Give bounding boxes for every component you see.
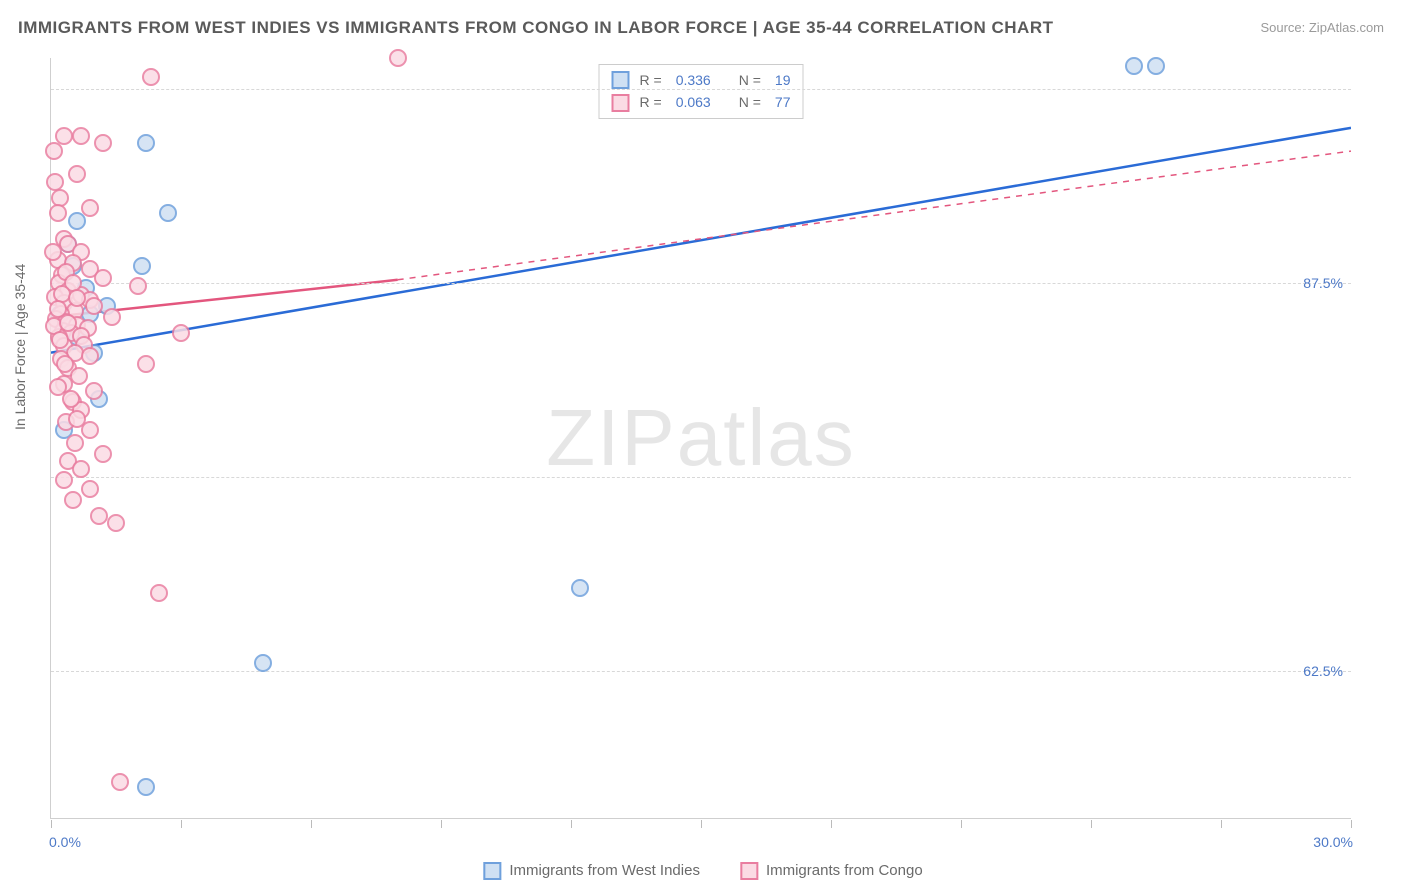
scatter-point	[44, 243, 62, 261]
scatter-point	[68, 165, 86, 183]
scatter-point	[571, 579, 589, 597]
watermark-thin: atlas	[677, 393, 856, 482]
gridline-h	[51, 671, 1351, 672]
watermark-bold: ZIP	[546, 393, 676, 482]
scatter-point	[85, 382, 103, 400]
legend-label: Immigrants from West Indies	[509, 862, 700, 879]
scatter-point	[129, 277, 147, 295]
chart-title: IMMIGRANTS FROM WEST INDIES VS IMMIGRANT…	[18, 18, 1054, 38]
scatter-point	[94, 445, 112, 463]
trend-line	[51, 128, 1351, 353]
scatter-point	[389, 49, 407, 67]
scatter-point	[81, 480, 99, 498]
legend-bottom: Immigrants from West Indies Immigrants fr…	[483, 862, 922, 880]
stat-R-label: R =	[640, 91, 662, 113]
scatter-point	[103, 308, 121, 326]
stat-row: R = 0.063 N = 77	[612, 91, 791, 113]
scatter-point	[72, 127, 90, 145]
x-tick	[441, 820, 442, 828]
scatter-point	[46, 173, 64, 191]
scatter-point	[56, 355, 74, 373]
scatter-point	[59, 314, 77, 332]
scatter-point	[172, 324, 190, 342]
x-tick	[831, 820, 832, 828]
scatter-point	[62, 390, 80, 408]
trend-lines-svg	[51, 58, 1351, 818]
scatter-point	[1125, 57, 1143, 75]
scatter-point	[45, 142, 63, 160]
legend-swatch	[740, 862, 758, 880]
stat-N-label: N =	[739, 91, 761, 113]
y-tick-label: 62.5%	[1303, 663, 1343, 679]
legend-swatch	[612, 71, 630, 89]
scatter-point	[85, 297, 103, 315]
scatter-point	[64, 491, 82, 509]
legend-item: Immigrants from West Indies	[483, 862, 700, 880]
scatter-point	[111, 773, 129, 791]
plot-area: ZIPatlas R =0.336N =19R =0.063N =77 62.5…	[50, 58, 1351, 819]
x-tick	[311, 820, 312, 828]
source-label: Source: ZipAtlas.com	[1260, 20, 1384, 35]
correlation-stat-box: R =0.336N =19R =0.063N =77	[599, 64, 804, 119]
y-axis-label: In Labor Force | Age 35-44	[12, 264, 28, 430]
scatter-point	[51, 331, 69, 349]
scatter-point	[142, 68, 160, 86]
x-tick-label: 0.0%	[49, 834, 81, 850]
scatter-point	[55, 471, 73, 489]
gridline-h	[51, 283, 1351, 284]
scatter-point	[107, 514, 125, 532]
scatter-point	[68, 410, 86, 428]
scatter-point	[137, 778, 155, 796]
scatter-point	[72, 460, 90, 478]
scatter-point	[137, 134, 155, 152]
x-tick	[51, 820, 52, 828]
x-tick	[961, 820, 962, 828]
scatter-point	[49, 204, 67, 222]
scatter-point	[94, 134, 112, 152]
watermark: ZIPatlas	[546, 392, 855, 484]
stat-R-value: 0.063	[676, 91, 711, 113]
scatter-point	[94, 269, 112, 287]
stat-N-value: 77	[775, 91, 791, 113]
x-tick	[701, 820, 702, 828]
legend-swatch	[483, 862, 501, 880]
scatter-point	[68, 289, 86, 307]
x-tick-label: 30.0%	[1313, 834, 1353, 850]
legend-item: Immigrants from Congo	[740, 862, 923, 880]
y-tick-label: 87.5%	[1303, 275, 1343, 291]
legend-label: Immigrants from Congo	[766, 862, 923, 879]
legend-swatch	[612, 94, 630, 112]
scatter-point	[1147, 57, 1165, 75]
x-tick	[181, 820, 182, 828]
scatter-point	[66, 434, 84, 452]
gridline-h	[51, 477, 1351, 478]
scatter-point	[133, 257, 151, 275]
x-tick	[1091, 820, 1092, 828]
chart-container: IMMIGRANTS FROM WEST INDIES VS IMMIGRANT…	[0, 0, 1406, 892]
scatter-point	[90, 507, 108, 525]
x-tick	[1351, 820, 1352, 828]
x-tick	[1221, 820, 1222, 828]
scatter-point	[159, 204, 177, 222]
trend-line	[398, 151, 1351, 280]
x-tick	[571, 820, 572, 828]
scatter-point	[81, 347, 99, 365]
scatter-point	[150, 584, 168, 602]
scatter-point	[254, 654, 272, 672]
gridline-h	[51, 89, 1351, 90]
scatter-point	[137, 355, 155, 373]
scatter-point	[81, 199, 99, 217]
